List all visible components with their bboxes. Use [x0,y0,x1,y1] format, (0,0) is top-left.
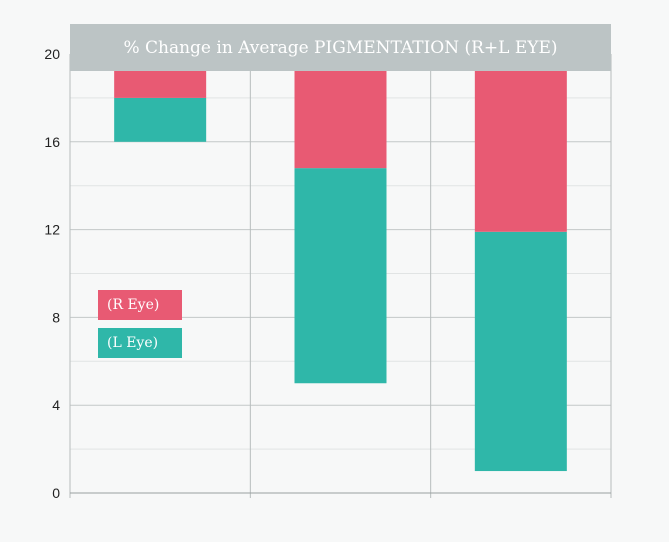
y-tick-label: 4 [52,397,60,413]
y-tick-label: 16 [44,134,60,150]
y-tick-label: 20 [44,46,60,62]
legend-label-l-eye: (L Eye) [107,335,159,351]
bar-segment [474,231,567,472]
bar-segment [294,168,387,384]
bar-segment [114,97,207,142]
y-tick-label: 12 [44,222,60,238]
y-tick-label: 8 [52,309,60,325]
bar-segment [294,54,387,169]
y-tick-label: 0 [52,485,60,501]
legend-item-l-eye: (L Eye) [98,328,182,358]
legend-item-r-eye: (R Eye) [98,290,182,320]
chart-title-band: % Change in Average PIGMENTATION (R+L EY… [70,24,611,71]
bar-segment [474,54,567,232]
chart-title: % Change in Average PIGMENTATION (R+L EY… [123,37,558,58]
legend-label-r-eye: (R Eye) [107,297,160,313]
